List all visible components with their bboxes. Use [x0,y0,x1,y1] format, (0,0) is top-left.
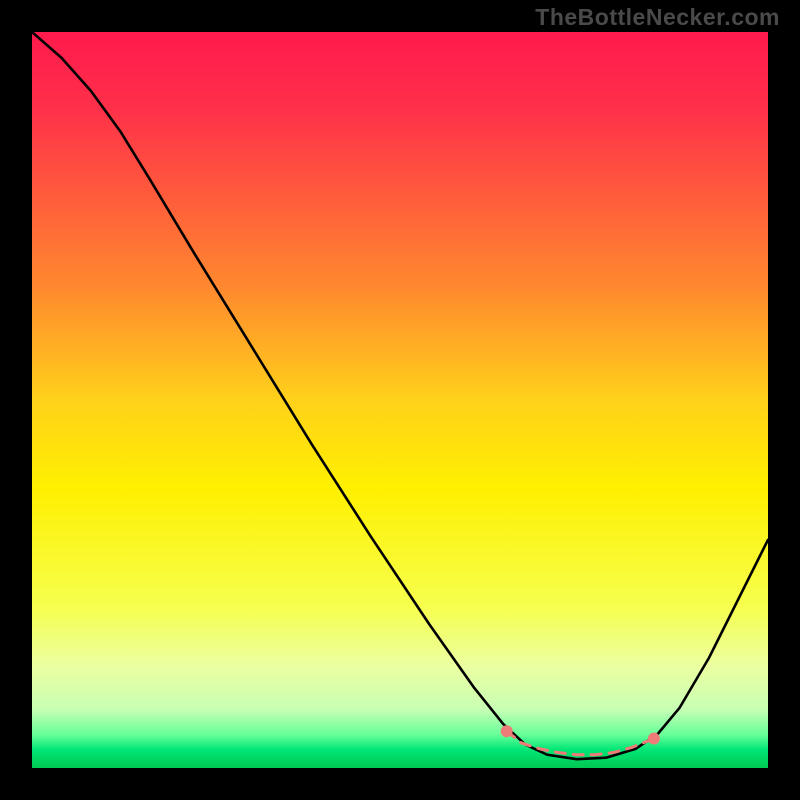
gradient-background [32,32,768,768]
bottleneck-chart [32,32,768,768]
chart-stage: TheBottleNecker.com [0,0,800,800]
plot-area [32,32,768,768]
range-end-marker [648,733,660,745]
range-start-marker [501,725,513,737]
watermark-text: TheBottleNecker.com [535,4,780,31]
